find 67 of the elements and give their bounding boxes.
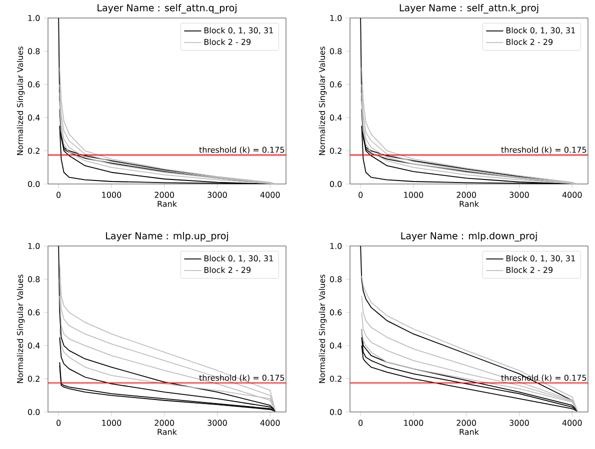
chart-title: Layer Name : self_attn.k_proj	[400, 4, 538, 14]
y-axis-title: Normalized Singular Values	[318, 46, 327, 155]
y-tick-label: 0.6	[28, 309, 40, 316]
x-tick-label: 2000	[456, 420, 476, 426]
ref-line-label: threshold (k) = 0.175	[199, 374, 284, 382]
x-tick-label: 0	[56, 420, 61, 426]
x-tick-label: 2000	[154, 420, 174, 426]
ref-line-label: threshold (k) = 0.175	[199, 146, 284, 154]
x-tick-label: 2000	[456, 192, 476, 198]
x-tick-label: 0	[56, 192, 61, 198]
x-tick-label: 0	[358, 420, 363, 426]
legend-label: Block 0, 1, 30, 31	[204, 27, 273, 34]
y-tick-label: 0.6	[28, 81, 40, 88]
y-tick-label: 1.0	[330, 242, 342, 250]
x-axis-title: Rank	[460, 200, 479, 207]
x-axis-title: Rank	[158, 428, 177, 435]
x-tick-label: 1000	[404, 420, 424, 426]
legend-label: Block 0, 1, 30, 31	[506, 255, 575, 262]
y-tick-label: 0.8	[330, 48, 342, 54]
y-tick-label: 0.0	[330, 180, 342, 188]
x-tick-label: 2000	[154, 192, 174, 198]
x-tick-label: 3000	[510, 420, 529, 426]
y-tick-label: 0.4	[330, 114, 342, 121]
y-tick-label: 0.2	[330, 148, 342, 154]
x-tick-label: 3000	[208, 420, 227, 426]
ref-line-label: threshold (k) = 0.175	[501, 146, 586, 154]
y-tick-label: 0.4	[28, 342, 40, 349]
y-tick-label: 1.0	[330, 14, 342, 22]
x-tick-label: 4000	[260, 192, 280, 198]
y-tick-label: 1.0	[28, 14, 40, 22]
y-tick-label: 0.0	[330, 408, 342, 416]
y-tick-label: 1.0	[28, 242, 40, 250]
y-tick-label: 0.2	[28, 148, 40, 154]
y-axis-title: Normalized Singular Values	[16, 46, 25, 155]
x-tick-label: 1000	[404, 192, 424, 198]
chart-title: Layer Name : mlp.down_proj	[401, 232, 537, 242]
y-tick-label: 0.8	[28, 276, 40, 282]
chart-title: Layer Name : mlp.up_proj	[106, 232, 228, 242]
y-tick-label: 0.6	[330, 309, 342, 316]
y-tick-label: 0.8	[28, 48, 40, 54]
legend-label: Block 2 - 29	[506, 266, 553, 273]
legend-label: Block 2 - 29	[204, 38, 251, 45]
y-tick-label: 0.4	[28, 114, 40, 121]
legend-label: Block 2 - 29	[204, 266, 251, 273]
legend-label: Block 0, 1, 30, 31	[204, 255, 273, 262]
x-tick-label: 3000	[510, 192, 529, 198]
legend-label: Block 0, 1, 30, 31	[506, 27, 575, 34]
x-tick-label: 1000	[102, 420, 122, 426]
chart-title: Layer Name : self_attn.q_proj	[98, 4, 236, 14]
legend-label: Block 2 - 29	[506, 38, 553, 45]
x-tick-label: 4000	[562, 192, 582, 198]
y-tick-label: 0.8	[330, 276, 342, 282]
x-tick-label: 1000	[102, 192, 122, 198]
x-axis-title: Rank	[158, 200, 177, 207]
y-tick-label: 0.4	[330, 342, 342, 349]
y-tick-label: 0.6	[330, 81, 342, 88]
x-axis-title: Rank	[460, 428, 479, 435]
y-tick-label: 0.0	[28, 180, 40, 188]
y-tick-label: 0.2	[330, 376, 342, 382]
y-tick-label: 0.0	[28, 408, 40, 416]
y-axis-title: Normalized Singular Values	[318, 274, 327, 383]
y-tick-label: 0.2	[28, 376, 40, 382]
y-axis-title: Normalized Singular Values	[16, 274, 25, 383]
x-tick-label: 3000	[208, 192, 227, 198]
x-tick-label: 4000	[562, 420, 582, 426]
x-tick-label: 4000	[260, 420, 280, 426]
x-tick-label: 0	[358, 192, 363, 198]
